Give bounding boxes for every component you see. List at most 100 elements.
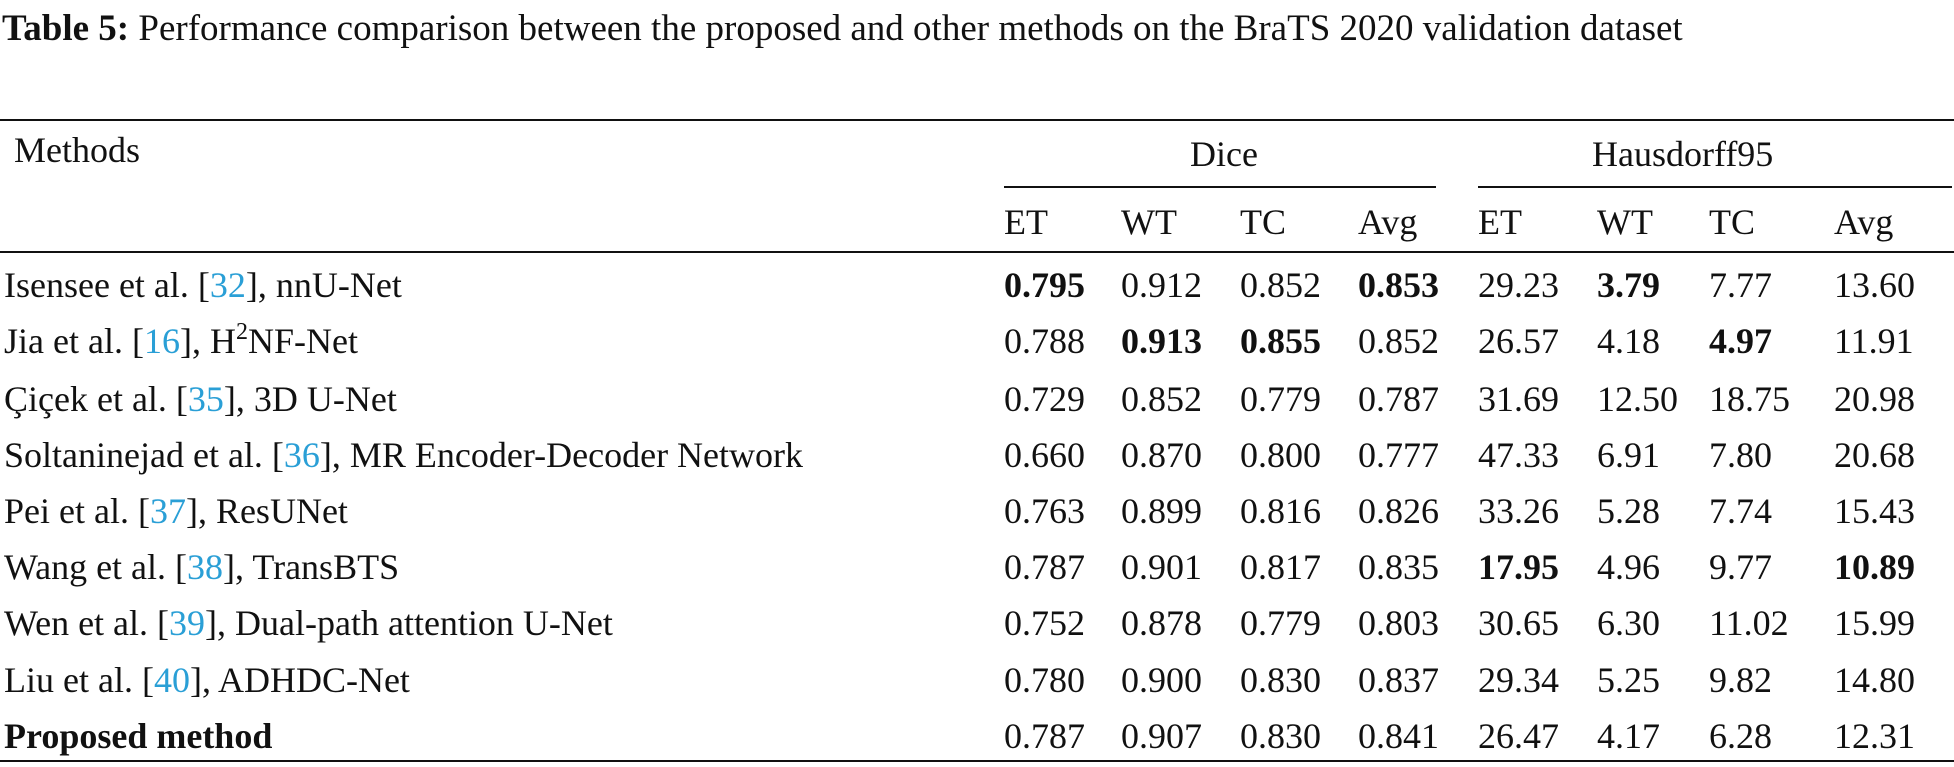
value-cell: 0.787 (1358, 379, 1439, 419)
method-text: Jia et al. [ (4, 321, 144, 361)
column-header: TC (1240, 202, 1287, 242)
column-header: ET (1478, 202, 1522, 242)
value-cell: 0.779 (1240, 603, 1321, 643)
value-cell: 47.33 (1478, 435, 1559, 475)
value-cell: 0.870 (1121, 435, 1202, 475)
method-cell: Proposed method (4, 716, 272, 756)
methods-header: Methods (14, 130, 140, 170)
value-cell: 0.852 (1358, 321, 1439, 361)
value-cell: 0.855 (1240, 321, 1321, 361)
value-cell: 29.23 (1478, 265, 1559, 305)
value-cell: 0.729 (1004, 379, 1085, 419)
value-cell: 9.82 (1709, 660, 1772, 700)
method-text: ], ADHDC-Net (189, 660, 410, 700)
value-cell: 0.777 (1358, 435, 1439, 475)
value-cell: 9.77 (1709, 547, 1772, 587)
value-cell: 5.28 (1597, 491, 1660, 531)
method-text: Soltaninejad et al. [ (4, 435, 284, 475)
value-cell: 31.69 (1478, 379, 1559, 419)
value-cell: 13.60 (1834, 265, 1915, 305)
value-cell: 11.91 (1834, 321, 1914, 361)
reference-link: 32 (209, 265, 246, 305)
value-cell: 0.787 (1004, 547, 1085, 587)
value-cell: 0.795 (1004, 265, 1085, 305)
method-cell: Wang et al. [38], TransBTS (4, 547, 399, 587)
value-cell: 4.17 (1597, 716, 1660, 756)
hausdorff-underline (1478, 186, 1952, 188)
value-cell: 0.816 (1240, 491, 1321, 531)
method-cell: Pei et al. [37], ResUNet (4, 491, 348, 531)
value-cell: 0.912 (1121, 265, 1202, 305)
column-header: Avg (1834, 202, 1894, 242)
value-cell: 12.31 (1834, 716, 1915, 756)
value-cell: 0.841 (1358, 716, 1439, 756)
value-cell: 18.75 (1709, 379, 1790, 419)
top-rule (0, 119, 1954, 121)
value-cell: 0.852 (1240, 265, 1321, 305)
method-text: Liu et al. [ (4, 660, 154, 700)
value-cell: 20.98 (1834, 379, 1915, 419)
value-cell: 0.787 (1004, 716, 1085, 756)
hausdorff-header: Hausdorff95 (1592, 134, 1774, 174)
reference-link: 38 (187, 547, 224, 587)
value-cell: 0.900 (1121, 660, 1202, 700)
value-cell: 10.89 (1834, 547, 1915, 587)
value-cell: 0.800 (1240, 435, 1321, 475)
value-cell: 0.853 (1358, 265, 1439, 305)
column-header: ET (1004, 202, 1048, 242)
value-cell: 0.852 (1121, 379, 1202, 419)
value-cell: 5.25 (1597, 660, 1660, 700)
value-cell: 7.74 (1709, 491, 1772, 531)
value-cell: 26.47 (1478, 716, 1559, 756)
value-cell: 0.907 (1121, 716, 1202, 756)
column-header: WT (1597, 202, 1653, 242)
method-text: ], nnU-Net (245, 265, 402, 305)
value-cell: 0.660 (1004, 435, 1085, 475)
value-cell: 6.30 (1597, 603, 1660, 643)
method-text: ], MR Encoder-Decoder Network (319, 435, 804, 475)
value-cell: 11.02 (1709, 603, 1789, 643)
method-text: Isensee et al. [ (4, 265, 210, 305)
value-cell: 0.803 (1358, 603, 1439, 643)
value-cell: 0.830 (1240, 716, 1321, 756)
value-cell: 3.79 (1597, 265, 1660, 305)
header-rule (0, 251, 1954, 253)
value-cell: 12.50 (1597, 379, 1678, 419)
bottom-rule (0, 760, 1954, 762)
method-cell: Isensee et al. [32], nnU-Net (4, 265, 402, 305)
reference-link: 40 (153, 660, 190, 700)
value-cell: 0.901 (1121, 547, 1202, 587)
method-text: ], Dual-path attention U-Net (205, 603, 613, 643)
value-cell: 30.65 (1478, 603, 1559, 643)
value-cell: 20.68 (1834, 435, 1915, 475)
reference-link: 37 (149, 491, 186, 531)
reference-link: 16 (143, 321, 180, 361)
value-cell: 0.837 (1358, 660, 1439, 700)
method-cell: Çiçek et al. [35], 3D U-Net (4, 379, 397, 419)
value-cell: 7.80 (1709, 435, 1772, 475)
method-text: ], 3D U-Net (223, 379, 397, 419)
column-header: TC (1709, 202, 1756, 242)
value-cell: 15.99 (1834, 603, 1915, 643)
method-cell: Soltaninejad et al. [36], MR Encoder-Dec… (4, 435, 803, 475)
method-text: Wang et al. [ (4, 547, 188, 587)
value-cell: 0.899 (1121, 491, 1202, 531)
method-text: Wen et al. [ (4, 603, 170, 643)
reference-link: 35 (187, 379, 224, 419)
method-cell: Wen et al. [39], Dual-path attention U-N… (4, 603, 613, 643)
value-cell: 0.817 (1240, 547, 1321, 587)
dice-underline (1004, 186, 1436, 188)
method-text: Çiçek et al. [ (4, 379, 188, 419)
value-cell: 4.97 (1709, 321, 1772, 361)
value-cell: 4.96 (1597, 547, 1660, 587)
table-caption: Table 5: Performance comparison between … (2, 2, 1950, 56)
value-cell: 0.830 (1240, 660, 1321, 700)
value-cell: 17.95 (1478, 547, 1559, 587)
value-cell: 26.57 (1478, 321, 1559, 361)
value-cell: 0.780 (1004, 660, 1085, 700)
method-text: Pei et al. [ (4, 491, 150, 531)
value-cell: 6.28 (1709, 716, 1772, 756)
value-cell: 29.34 (1478, 660, 1559, 700)
caption-label: Table 5: (2, 8, 130, 49)
value-cell: 0.913 (1121, 321, 1202, 361)
